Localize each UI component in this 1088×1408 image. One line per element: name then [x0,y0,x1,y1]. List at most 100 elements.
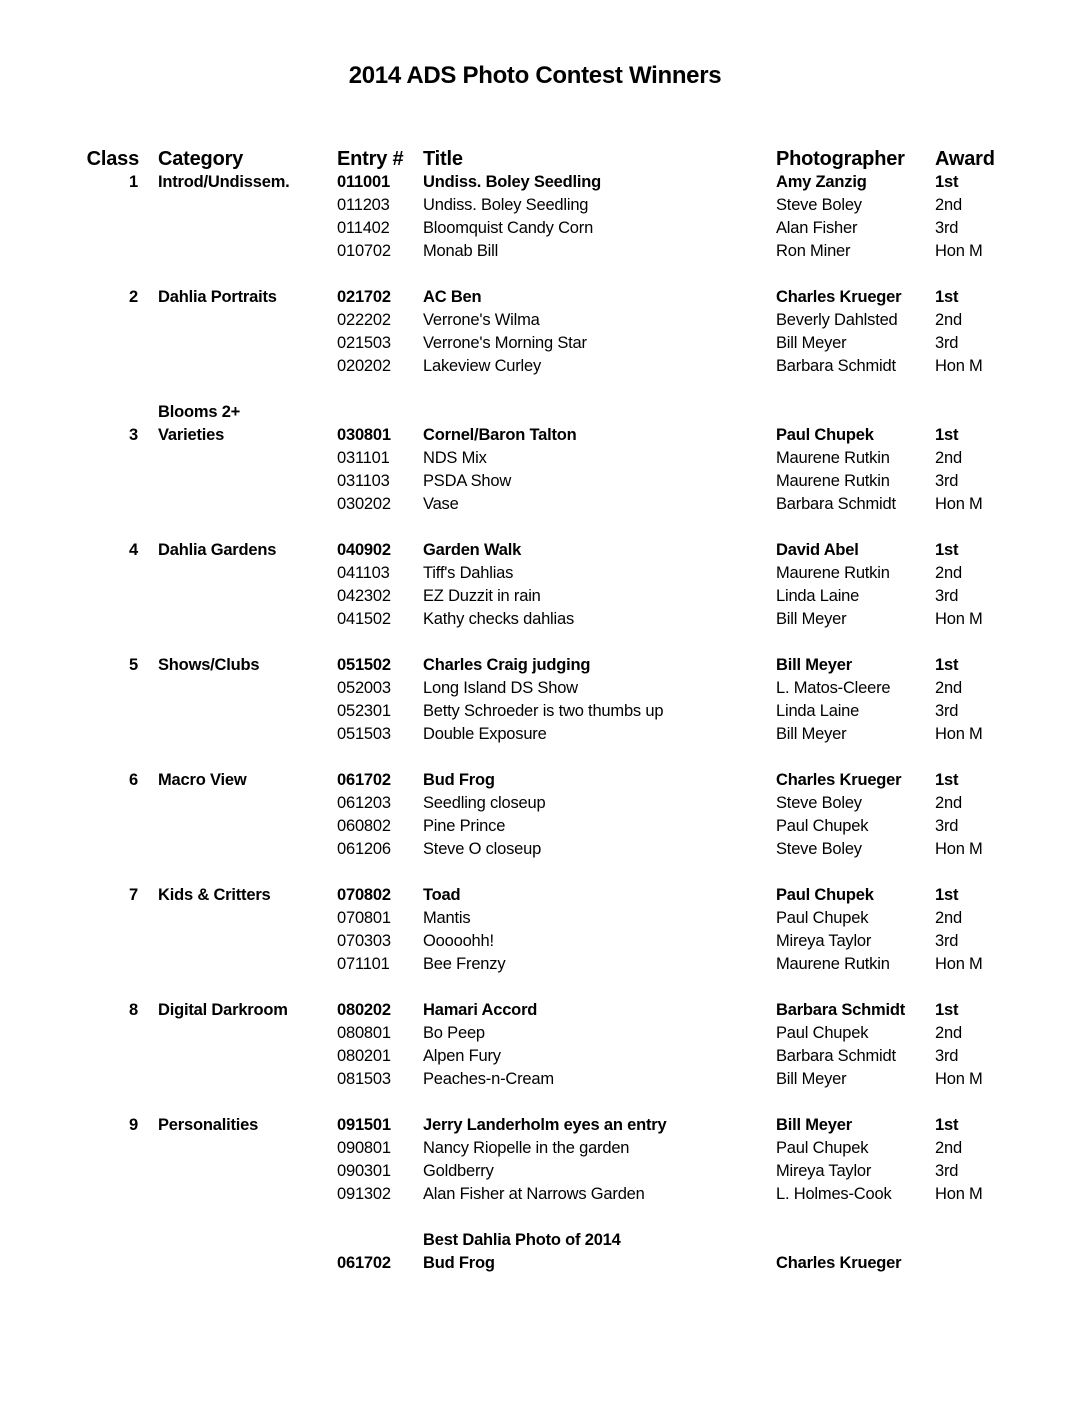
award: 2nd [935,794,962,812]
table-row: Best Dahlia Photo of 2014 [0,1229,1088,1252]
class-number: 2 [129,288,138,306]
photographer: Paul Chupek [776,1024,869,1042]
award: 2nd [935,1024,962,1042]
award: Hon M [935,357,983,375]
photographer: Steve Boley [776,840,862,858]
best-photo-label: Best Dahlia Photo of 2014 [423,1231,621,1249]
photographer: Bill Meyer [776,725,847,743]
entry-number: 070303 [337,932,391,950]
entry-title: Steve O closeup [423,840,542,858]
entry-number: 021503 [337,334,391,352]
category-label: Personalities [158,1116,259,1134]
entry-number: 031103 [337,472,390,490]
table-row: 011203 Undiss. Boley Seedling Steve Boley 2… [0,194,1088,217]
photographer: Maurene Rutkin [776,564,890,582]
entry-number: 060802 [337,817,391,835]
photographer: Paul Chupek [776,1139,869,1157]
class-number: 4 [129,541,138,559]
table-row: 5 Shows/Clubs 051502 Charles Craig judging B… [0,654,1088,677]
award: 2nd [935,679,962,697]
group-spacer [0,631,1088,654]
category-label: Introd/Undissem. [158,173,290,191]
entry-title: AC Ben [423,288,482,306]
award: 2nd [935,196,962,214]
photographer: Charles Krueger [776,1254,902,1272]
award: 1st [935,1116,959,1134]
photographer: Amy Zanzig [776,173,867,191]
photographer: Barbara Schmidt [776,1047,896,1065]
award: 1st [935,1001,959,1019]
entry-number: 052003 [337,679,391,697]
category-label: Digital Darkroom [158,1001,288,1019]
award: 2nd [935,909,962,927]
entry-number: 091501 [337,1116,391,1134]
award: Hon M [935,610,983,628]
table-row: 071101 Bee Frenzy Maurene Rutkin Hon M [0,953,1088,976]
entry-title: Betty Schroeder is two thumbs up [423,702,664,720]
class-number: 6 [129,771,138,789]
photographer: Barbara Schmidt [776,357,896,375]
photographer: Barbara Schmidt [776,495,896,513]
category-label: Shows/Clubs [158,656,260,674]
category-label: Varieties [158,426,225,444]
award: 3rd [935,1162,959,1180]
photographer: Alan Fisher [776,219,858,237]
entry-number: 011402 [337,219,390,237]
entry-number: 080201 [337,1047,391,1065]
entry-title: Lakeview Curley [423,357,542,375]
photographer: Steve Boley [776,794,862,812]
entry-title: Verrone's Wilma [423,311,540,329]
entry-title: Tiff's Dahlias [423,564,514,582]
award: 2nd [935,449,962,467]
header-award: Award [935,148,995,170]
class-number: 1 [129,173,138,191]
group-spacer [0,1206,1088,1229]
award: 3rd [935,817,959,835]
table-row: 6 Macro View 061702 Bud Frog Charles Krueger… [0,769,1088,792]
entry-number: 010702 [337,242,391,260]
group-spacer [0,516,1088,539]
header-photographer: Photographer [776,148,905,170]
entry-number: 030801 [337,426,391,444]
table-row: 041502 Kathy checks dahlias Bill Meyer Hon … [0,608,1088,631]
entry-number: 070801 [337,909,391,927]
table-row: 061206 Steve O closeup Steve Boley Hon M [0,838,1088,861]
photographer: Paul Chupek [776,909,869,927]
photographer: Maurene Rutkin [776,955,890,973]
entry-title: Mantis [423,909,471,927]
category-label: Dahlia Portraits [158,288,277,306]
entry-title: Verrone's Morning Star [423,334,587,352]
entry-number: 042302 [337,587,391,605]
table-row: 031101 NDS Mix Maurene Rutkin 2nd [0,447,1088,470]
table-row: 031103 PSDA Show Maurene Rutkin 3rd [0,470,1088,493]
table-row: 081503 Peaches-n-Cream Bill Meyer Hon M [0,1068,1088,1091]
award: 1st [935,173,959,191]
photographer: Bill Meyer [776,1070,847,1088]
award: 1st [935,426,959,444]
award: 3rd [935,219,959,237]
entry-number: 051502 [337,656,391,674]
award: Hon M [935,725,983,743]
table-row: 080801 Bo Peep Paul Chupek 2nd [0,1022,1088,1045]
winners-table: Class Category Entry # Title Photographe… [0,147,1088,1275]
entry-number: 020202 [337,357,391,375]
table-row: 020202 Lakeview Curley Barbara Schmidt Hon … [0,355,1088,378]
header-title: Title [423,148,463,170]
entry-title: Kathy checks dahlias [423,610,575,628]
award: 1st [935,771,959,789]
entry-title: Undiss. Boley Seedling [423,173,602,191]
award: 2nd [935,311,962,329]
group-spacer [0,976,1088,999]
entry-number: 090801 [337,1139,391,1157]
table-row: 2 Dahlia Portraits 021702 AC Ben Charles Kru… [0,286,1088,309]
entry-title: Charles Craig judging [423,656,591,674]
award: 3rd [935,702,959,720]
category-label: Blooms 2+ [158,403,241,421]
photographer: Charles Krueger [776,771,902,789]
table-row: 021503 Verrone's Morning Star Bill Meyer 3r… [0,332,1088,355]
photographer: Charles Krueger [776,288,902,306]
entry-number: 030202 [337,495,391,513]
award: Hon M [935,1185,983,1203]
category-label: Macro View [158,771,247,789]
table-row: 7 Kids & Critters 070802 Toad Paul Chupek 1st [0,884,1088,907]
